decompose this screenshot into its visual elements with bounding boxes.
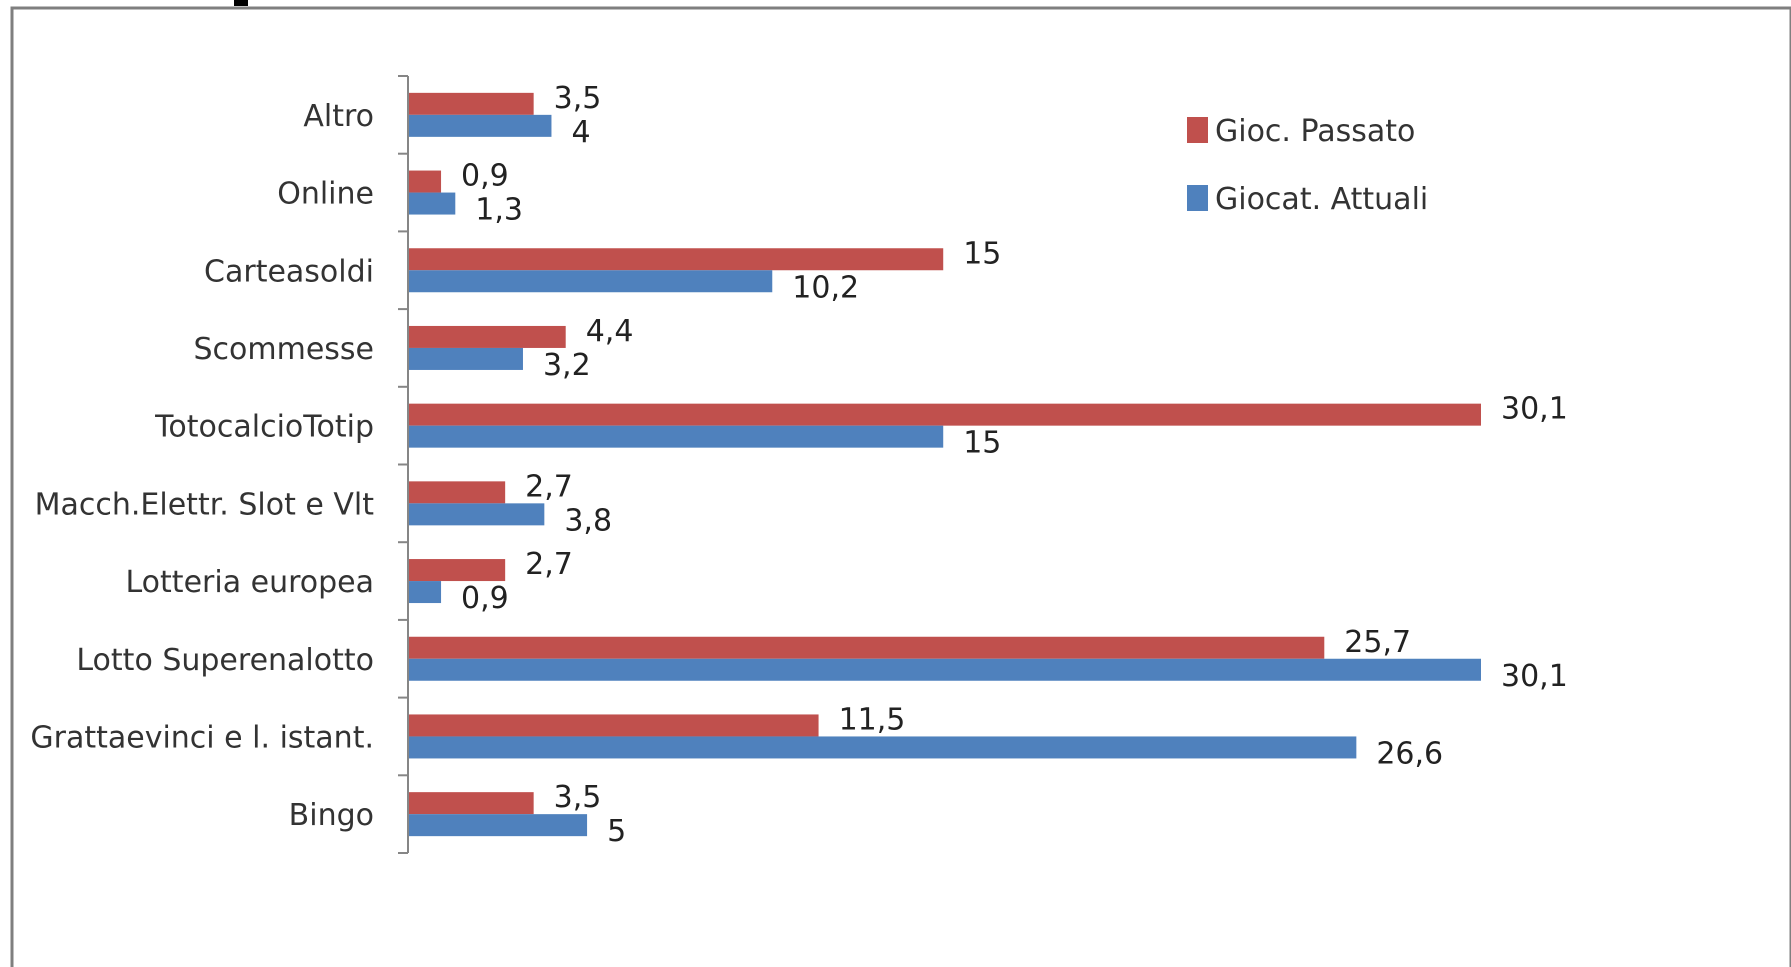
bar-gioc-passato-bingo (409, 792, 534, 815)
data-label-gioc-passato-scommesse: 4,4 (586, 314, 634, 349)
data-label-gioc-passato-carteasoldi: 15 (963, 236, 1001, 271)
chart-frame (10, 6, 1791, 967)
bar-gioc-passato-online (409, 170, 442, 193)
legend-swatch-giocat-attuali (1187, 185, 1208, 211)
bar-gioc-passato-carteasoldi (409, 248, 944, 271)
data-label-giocat-attuali-scommesse: 3,2 (543, 348, 591, 383)
bar-gioc-passato-totocalciototip (409, 403, 1481, 426)
bar-gioc-passato-scommesse (409, 325, 566, 348)
bar-giocat-attuali-bingo (409, 814, 588, 837)
category-label-lotteria-europea: Lotteria europea (126, 565, 375, 600)
category-label-scommesse: Scommesse (193, 332, 374, 367)
bar-giocat-attuali-totocalciototip (409, 425, 944, 448)
category-label-lotto-superenalotto: Lotto Superenalotto (76, 643, 374, 678)
bar-giocat-attuali-lotto-superenalotto (409, 658, 1481, 681)
title-fragment (234, 0, 248, 6)
bars (409, 92, 1481, 837)
data-label-gioc-passato-altro: 3,5 (554, 81, 602, 116)
data-label-giocat-attuali-macch-elettr-slot-e-vlt: 3,8 (564, 503, 612, 538)
data-label-gioc-passato-lotteria-europea: 2,7 (525, 547, 573, 582)
bar-gioc-passato-altro (409, 92, 534, 115)
bar-gioc-passato-lotto-superenalotto (409, 636, 1325, 659)
bar-giocat-attuali-grattaevinci-e-l-istant (409, 736, 1357, 759)
bar-giocat-attuali-carteasoldi (409, 270, 773, 293)
bar-gioc-passato-macch-elettr-slot-e-vlt (409, 481, 506, 504)
data-label-gioc-passato-lotto-superenalotto: 25,7 (1344, 625, 1411, 660)
legend-swatch-gioc-passato (1187, 117, 1208, 143)
bar-giocat-attuali-macch-elettr-slot-e-vlt (409, 503, 545, 526)
bar-giocat-attuali-scommesse (409, 347, 523, 370)
category-label-altro: Altro (303, 99, 374, 134)
legend-label-gioc-passato: Gioc. Passato (1215, 114, 1415, 149)
bar-gioc-passato-lotteria-europea (409, 559, 506, 582)
data-label-giocat-attuali-lotteria-europea: 0,9 (461, 581, 509, 616)
legend-label-giocat-attuali: Giocat. Attuali (1215, 182, 1428, 217)
category-label-carteasoldi: Carteasoldi (204, 254, 374, 289)
category-label-grattaevinci-e-l-istant: Grattaevinci e l. istant. (30, 720, 374, 755)
bar-giocat-attuali-altro (409, 114, 552, 137)
data-label-giocat-attuali-lotto-superenalotto: 30,1 (1501, 659, 1568, 694)
category-label-bingo: Bingo (289, 798, 374, 833)
category-label-online: Online (277, 177, 374, 212)
category-labels: Altro Online Carteasoldi Scommesse Totocalci… (30, 99, 374, 833)
data-label-gioc-passato-grattaevinci-e-l-istant: 11,5 (839, 702, 906, 737)
data-label-gioc-passato-macch-elettr-slot-e-vlt: 2,7 (525, 469, 573, 504)
bar-giocat-attuali-online (409, 192, 456, 215)
axis-ticks (398, 75, 408, 854)
bar-giocat-attuali-lotteria-europea (409, 581, 442, 604)
data-label-gioc-passato-bingo: 3,5 (554, 780, 602, 815)
data-label-gioc-passato-online: 0,9 (461, 159, 509, 194)
category-label-macch-elettr-slot-e-vlt: Macch.Elettr. Slot e Vlt (35, 487, 375, 522)
data-label-giocat-attuali-totocalciototip: 15 (963, 426, 1001, 461)
data-labels: 3,540,91,31510,24,43,230,1152,73,82,70,9… (461, 81, 1568, 849)
data-label-gioc-passato-totocalciototip: 30,1 (1501, 392, 1568, 427)
data-label-giocat-attuali-online: 1,3 (475, 193, 523, 228)
bar-gioc-passato-grattaevinci-e-l-istant (409, 714, 819, 737)
legend: Gioc. Passato Giocat. Attuali (1187, 114, 1428, 217)
data-label-giocat-attuali-grattaevinci-e-l-istant: 26,6 (1376, 736, 1443, 771)
data-label-giocat-attuali-carteasoldi: 10,2 (792, 270, 859, 305)
data-label-giocat-attuali-bingo: 5 (607, 814, 626, 849)
category-label-totocalciototip: TotocalcioTotip (154, 410, 374, 445)
data-label-giocat-attuali-altro: 4 (571, 115, 590, 150)
